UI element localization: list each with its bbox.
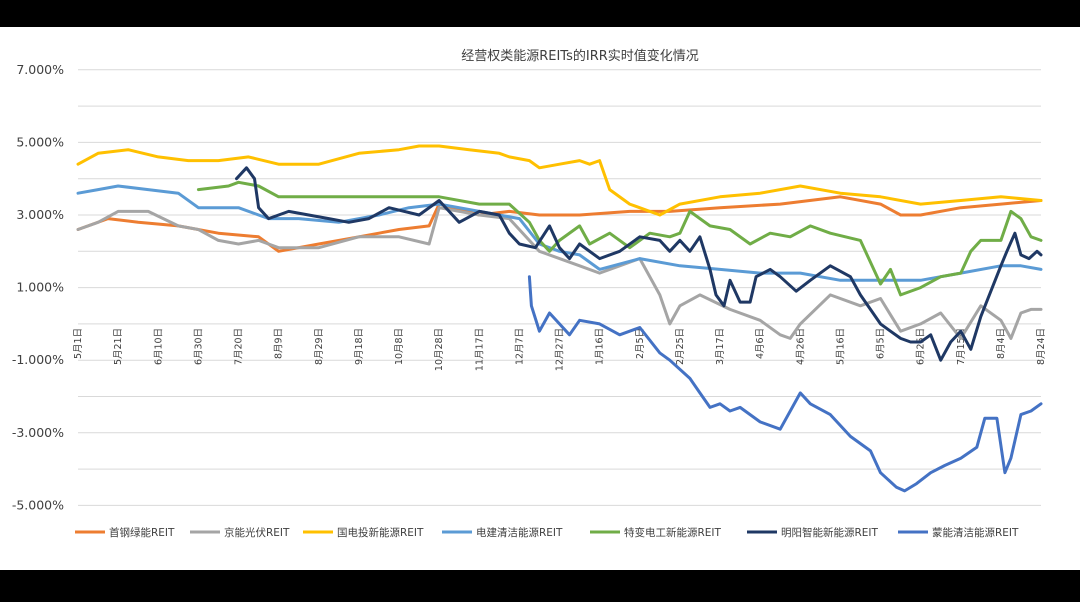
legend-label: 电建清洁能源REIT	[476, 526, 563, 539]
y-tick-label: 7.000%	[16, 62, 64, 77]
y-tick-label: -5.000%	[12, 497, 64, 512]
series-line-1	[76, 206, 1043, 340]
x-tick-label: 11月17日	[474, 328, 485, 371]
x-tick-label: 6月10日	[153, 328, 164, 365]
x-tick-label: 12月7日	[514, 328, 525, 365]
y-tick-label: -3.000%	[12, 425, 64, 440]
x-tick-label: 12月27日	[555, 328, 566, 371]
x-tick-label: 7月20日	[234, 328, 245, 365]
x-tick-label: 2月25日	[675, 328, 686, 365]
x-tick-label: 2月5日	[635, 328, 646, 359]
legend-label: 国电投新能源REIT	[337, 526, 424, 539]
y-tick-label: 5.000%	[16, 134, 64, 149]
x-tick-label: 6月30日	[193, 328, 204, 365]
series-line-5	[235, 166, 1043, 362]
line-chart: 经营权类能源REITs的IRR实时值变化情况 7.000% 5.000% 3.000…	[12, 48, 1047, 539]
legend-label: 明阳智能新能源REIT	[781, 526, 879, 539]
y-axis-ticks: 7.000% 5.000% 3.000% 1.000% -1.000% -3.000% -5…	[12, 62, 64, 513]
x-tick-label: 3月17日	[715, 328, 726, 365]
legend-label: 蒙能清洁能源REIT	[932, 526, 1019, 539]
series-line-6	[527, 275, 1043, 493]
x-tick-label: 9月18日	[354, 328, 365, 365]
legend-label: 特变电工新能源REIT	[624, 526, 722, 539]
series-line-4	[196, 180, 1043, 297]
x-tick-label: 8月4日	[996, 328, 1007, 359]
x-tick-label: 5月1日	[73, 328, 84, 359]
x-tick-label: 4月26日	[795, 328, 806, 365]
x-tick-label: 10月8日	[394, 328, 405, 365]
x-tick-label: 8月24日	[1036, 328, 1047, 365]
x-tick-label: 6月5日	[876, 328, 887, 359]
x-tick-label: 5月21日	[113, 328, 124, 365]
x-tick-label: 7月15日	[956, 328, 967, 365]
legend-label: 首钢绿能REIT	[109, 526, 175, 539]
grid-layer	[78, 69, 1041, 506]
chart-title: 经营权类能源REITs的IRR实时值变化情况	[461, 48, 699, 64]
series-line-0	[76, 195, 1043, 253]
x-tick-label: 8月9日	[274, 328, 285, 359]
series-line-2	[76, 144, 1043, 217]
x-tick-label: 4月6日	[755, 328, 766, 359]
y-tick-label: 3.000%	[16, 207, 64, 222]
x-tick-label: 8月29日	[314, 328, 325, 365]
legend-label: 京能光伏REIT	[224, 526, 290, 539]
y-tick-label: -1.000%	[12, 352, 64, 367]
series-layer	[76, 144, 1043, 493]
y-tick-label: 1.000%	[16, 280, 64, 295]
x-tick-label: 6月25日	[916, 328, 927, 365]
x-tick-label: 1月16日	[595, 328, 606, 365]
x-axis-ticks: 5月1日 5月21日 6月10日 6月30日 7月20日 8月9日 8月29日 9月18日 10…	[73, 328, 1047, 371]
series-line-3	[76, 184, 1043, 282]
legend: 首钢绿能REIT 京能光伏REIT 国电投新能源REIT 电建清洁能源REIT 特变电工…	[75, 526, 1019, 539]
x-tick-label: 10月28日	[434, 328, 445, 371]
x-tick-label: 5月16日	[835, 328, 846, 365]
chart-frame: 经营权类能源REITs的IRR实时值变化情况 7.000% 5.000% 3.000…	[0, 27, 1080, 570]
